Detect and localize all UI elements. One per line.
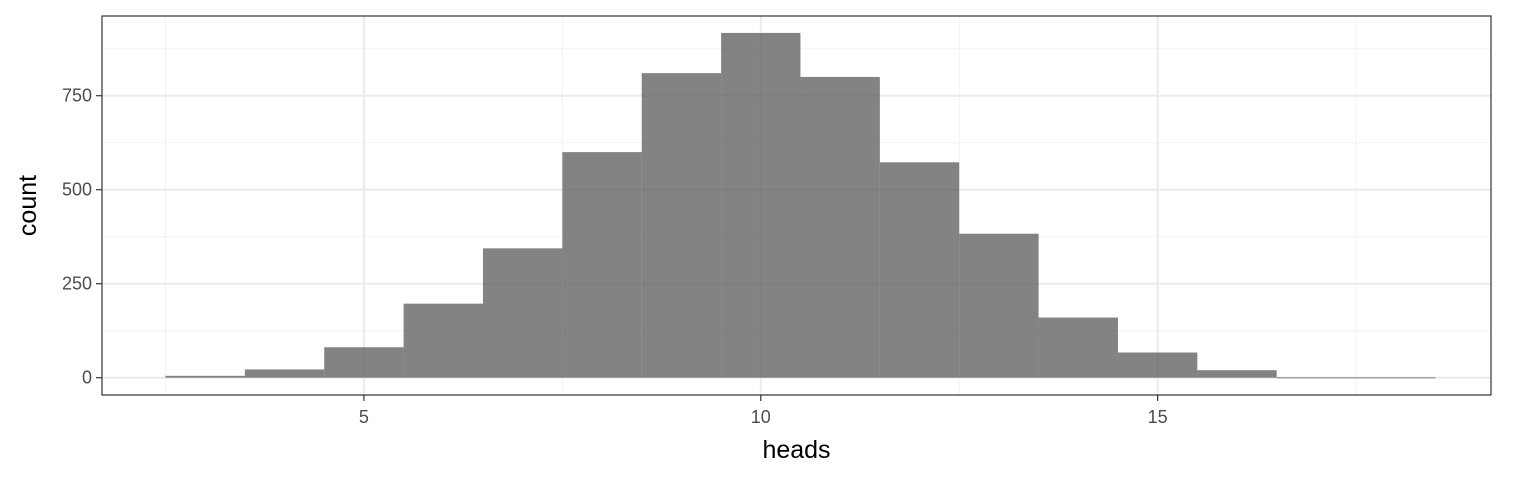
x-tick-label: 10: [751, 407, 771, 427]
histogram-bar: [721, 32, 801, 378]
histogram-bar: [1197, 370, 1277, 378]
histogram-bar: [324, 347, 404, 378]
x-tick-label: 15: [1148, 407, 1168, 427]
histogram-bar: [1276, 377, 1357, 379]
histogram-bar: [165, 375, 245, 378]
y-tick-label: 250: [62, 274, 92, 294]
histogram-bar: [641, 73, 722, 378]
histogram-bar: [959, 233, 1039, 378]
histogram-bar: [562, 152, 642, 378]
y-axis-title: count: [14, 175, 42, 236]
y-tick-label: 500: [62, 180, 92, 200]
y-tick-label: 750: [62, 86, 92, 106]
histogram-bar: [1356, 377, 1436, 379]
histogram-bar: [403, 303, 483, 378]
histogram-bars: [165, 32, 1436, 379]
x-tick-label: 5: [359, 407, 369, 427]
y-tick-label: 0: [82, 368, 92, 388]
histogram-bar: [244, 369, 325, 378]
histogram-bar: [800, 76, 880, 378]
histogram-bar: [879, 162, 960, 378]
histogram-bar: [482, 248, 563, 378]
x-axis-title: heads: [762, 436, 830, 464]
histogram-bar: [1117, 352, 1198, 378]
histogram-bar: [1038, 317, 1118, 378]
panel-border: [101, 15, 1492, 396]
axes: 5 10 15 0 250 500 750: [62, 86, 1168, 427]
